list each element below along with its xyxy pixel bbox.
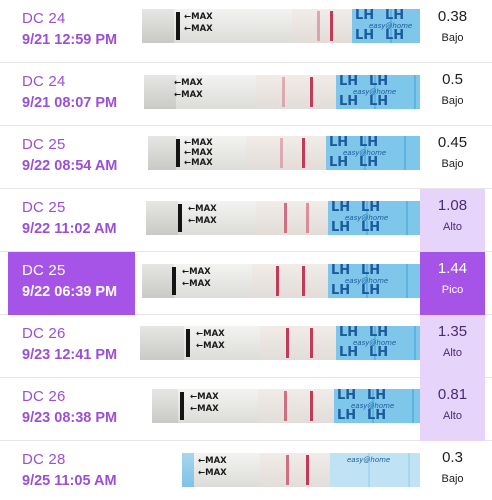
lh-ratio-cell: 0.81 Alto: [420, 378, 485, 441]
lh-ratio-value: 0.45: [437, 134, 468, 151]
lh-ratio-value: 1.35: [437, 323, 468, 340]
test-row-selected[interactable]: DC 25 9/22 06:39 PM ←MAX ←MAX LH LH easy@…: [0, 252, 492, 315]
lh-ratio-value: 1.08: [437, 197, 468, 214]
control-line: [306, 203, 309, 233]
test-datetime: 9/22 08:54 AM: [22, 158, 118, 174]
test-datetime: 9/22 06:39 PM: [22, 284, 118, 300]
test-row[interactable]: DC 24 9/21 08:07 PM ←MAX ←MAX LH LH easy@…: [0, 63, 492, 126]
test-datetime: 9/21 08:07 PM: [22, 95, 118, 111]
cycle-day: DC 25: [22, 262, 66, 279]
test-date-cell[interactable]: DC 24 9/21 12:59 PM: [8, 0, 135, 63]
test-strip-image: ←MAX ←MAX LH LH easy@home LH LH: [144, 75, 420, 109]
control-line: [310, 77, 313, 107]
control-line: [310, 391, 313, 421]
control-line: [302, 138, 305, 168]
lh-level-label: Bajo: [441, 32, 464, 44]
test-line: [282, 77, 285, 107]
lh-ratio-value: 0.3: [442, 449, 463, 466]
cycle-day: DC 25: [22, 136, 66, 153]
test-row[interactable]: DC 25 9/22 11:02 AM ←MAX ←MAX LH LH easy@…: [0, 189, 492, 252]
test-row[interactable]: DC 26 9/23 12:41 PM ←MAX ←MAX LH LH easy@…: [0, 315, 492, 378]
test-date-cell[interactable]: DC 25 9/22 06:39 PM: [8, 252, 135, 315]
lh-level-label: Alto: [443, 347, 462, 359]
test-line: [317, 11, 320, 41]
lh-ratio-cell: 0.38 Bajo: [420, 0, 485, 63]
lh-ratio-cell: 0.45 Bajo: [420, 126, 485, 189]
lh-ratio-cell: 0.3 Bajo: [420, 441, 485, 500]
test-row[interactable]: DC 25 9/22 08:54 AM ←MAX ←MAX ←MAX LH LH …: [0, 126, 492, 189]
test-row[interactable]: DC 26 9/23 08:38 PM ←MAX ←MAX LH LH easy@…: [0, 378, 492, 441]
test-strip-image: ←MAX ←MAX easy@home: [182, 453, 420, 487]
lh-ratio-value: 0.81: [437, 386, 468, 403]
lh-ratio-value: 0.5: [442, 71, 463, 88]
lh-level-label: Alto: [443, 410, 462, 422]
cycle-day: DC 24: [22, 73, 66, 90]
test-strip-image: ←MAX ←MAX LH LH easy@home LH LH: [146, 201, 420, 235]
lh-ratio-cell: 1.44 Pico: [420, 252, 485, 315]
lh-ratio-value: 1.44: [437, 260, 468, 277]
test-strip-image: ←MAX ←MAX LH LH easy@home LH LH: [152, 389, 420, 423]
test-date-cell[interactable]: DC 25 9/22 11:02 AM: [8, 189, 135, 252]
control-line: [302, 266, 305, 296]
test-line: [286, 455, 289, 485]
test-row[interactable]: DC 28 9/25 11:05 AM ←MAX ←MAX easy@home …: [0, 441, 492, 500]
test-line: [284, 203, 287, 233]
lh-ratio-cell: 1.35 Alto: [420, 315, 485, 378]
cycle-day: DC 26: [22, 325, 66, 342]
test-date-cell[interactable]: DC 26 9/23 12:41 PM: [8, 315, 135, 378]
lh-level-label: Bajo: [441, 95, 464, 107]
test-strip-image: ←MAX ←MAX LH LH easy@home LH LH: [140, 326, 420, 360]
test-strip-image: ←MAX ←MAX LH LH easy@home LH LH: [142, 264, 420, 298]
test-datetime: 9/23 08:38 PM: [22, 410, 118, 426]
control-line: [330, 11, 333, 41]
cycle-day: DC 25: [22, 199, 66, 216]
lh-level-label: Pico: [441, 284, 464, 296]
lh-level-label: Alto: [443, 221, 462, 233]
lh-ratio-value: 0.38: [437, 8, 468, 25]
test-row[interactable]: DC 24 9/21 12:59 PM ←MAX ←MAX LH LH easy@…: [0, 0, 492, 63]
test-datetime: 9/22 11:02 AM: [22, 221, 117, 237]
test-line: [284, 391, 287, 421]
control-line: [306, 455, 309, 485]
test-datetime: 9/25 11:05 AM: [22, 473, 117, 489]
test-datetime: 9/23 12:41 PM: [22, 347, 118, 363]
test-strip-image: ←MAX ←MAX ←MAX LH LH easy@home LH LH: [148, 136, 420, 170]
test-datetime: 9/21 12:59 PM: [22, 32, 118, 48]
test-date-cell[interactable]: DC 28 9/25 11:05 AM: [8, 441, 135, 500]
test-line: [286, 328, 289, 358]
test-date-cell[interactable]: DC 26 9/23 08:38 PM: [8, 378, 135, 441]
test-date-cell[interactable]: DC 25 9/22 08:54 AM: [8, 126, 135, 189]
cycle-day: DC 24: [22, 10, 66, 27]
lh-level-label: Bajo: [441, 473, 464, 485]
lh-level-label: Bajo: [441, 158, 464, 170]
cycle-day: DC 28: [22, 451, 66, 468]
test-strip-image: ←MAX ←MAX LH LH easy@home LH LH: [142, 9, 420, 43]
test-line: [276, 266, 279, 296]
control-line: [310, 328, 313, 358]
cycle-day: DC 26: [22, 388, 66, 405]
test-date-cell[interactable]: DC 24 9/21 08:07 PM: [8, 63, 135, 126]
test-line: [280, 138, 283, 168]
lh-ratio-cell: 0.5 Bajo: [420, 63, 485, 126]
lh-ratio-cell: 1.08 Alto: [420, 189, 485, 252]
